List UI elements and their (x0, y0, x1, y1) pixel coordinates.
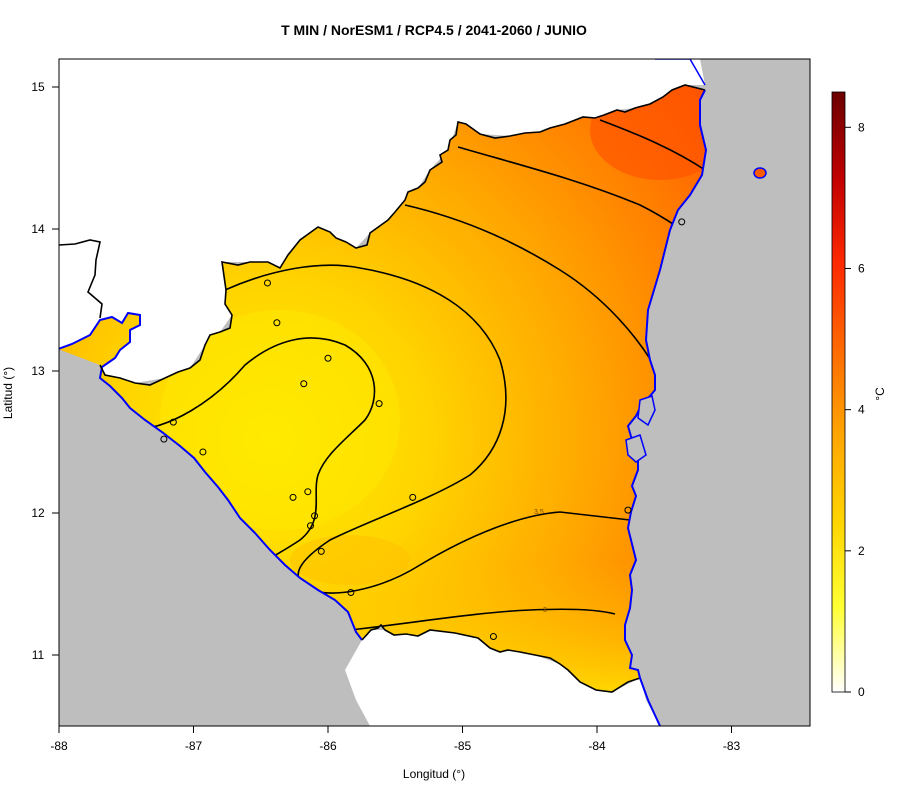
lagoon (637, 395, 656, 427)
x-tick-label: -83 (723, 739, 741, 753)
colorbar-tick-label: 8 (858, 120, 865, 134)
caribbean-coastline (624, 89, 708, 726)
station-marker (273, 319, 281, 327)
station-marker (311, 512, 319, 520)
y-tick-label: 11 (32, 648, 45, 662)
north-coastline (655, 59, 706, 86)
x-tick-label: -85 (454, 739, 472, 753)
lagoon (625, 434, 647, 463)
colorbar-ticks: 8 6 4 2 0 (845, 120, 865, 699)
plot-frame (58, 58, 811, 727)
station-marker (300, 380, 308, 388)
y-tick-label: 13 (31, 364, 45, 378)
honduras-land (59, 59, 705, 383)
station-marker (307, 522, 315, 530)
contour-lines (129, 119, 706, 631)
station-marker (317, 547, 325, 555)
station-marker (199, 448, 207, 456)
station-marker (347, 589, 355, 597)
colorbar-tick-label: 2 (858, 544, 865, 558)
station-marker (678, 218, 686, 226)
x-tick-label: -86 (319, 739, 337, 753)
contour-line (404, 204, 666, 386)
y-axis: 15 14 13 12 11 (31, 80, 59, 662)
x-axis-title: Longitud (°) (403, 767, 465, 781)
station-marker (375, 400, 383, 408)
y-axis-title: Latitud (°) (1, 367, 15, 419)
contour-label: 3.5 (534, 509, 544, 516)
x-tick-label: -87 (185, 739, 203, 753)
colorbar-tick-label: 6 (858, 261, 865, 275)
station-marker (624, 506, 632, 514)
x-tick-label: -84 (588, 739, 606, 753)
station-marker (169, 418, 177, 426)
station-marker (489, 633, 497, 641)
contour-line (599, 119, 706, 171)
map-title: T MIN / NorESM1 / RCP4.5 / 2041-2060 / J… (281, 22, 587, 38)
station-marker (160, 435, 168, 443)
el-salvador-border (59, 239, 103, 319)
island (753, 167, 767, 179)
station-marker (409, 493, 417, 501)
station-marker (263, 279, 271, 287)
colorbar-tick-label: 4 (858, 403, 865, 417)
station-marker (304, 488, 312, 496)
costa-rica-border (361, 623, 641, 693)
x-tick-label: -88 (50, 739, 68, 753)
contour-line (129, 337, 376, 561)
colorbar (831, 91, 846, 693)
y-tick-label: 14 (31, 222, 45, 236)
honduras-border (99, 84, 706, 386)
contour-label: 3 (543, 607, 547, 614)
colorbar-unit: °C (873, 387, 887, 401)
stations-layer (160, 218, 686, 641)
contour-line (349, 608, 616, 631)
y-tick-label: 12 (31, 506, 45, 520)
costa-rica-land (345, 630, 660, 726)
x-axis: -88 -87 -86 -85 -84 -83 (50, 726, 740, 753)
pacific-coastline (59, 311, 363, 641)
station-marker (289, 493, 297, 501)
station-marker (324, 354, 332, 362)
y-tick-label: 15 (31, 80, 45, 94)
colorbar-tick-label: 0 (858, 685, 865, 699)
contour-line (224, 264, 631, 594)
